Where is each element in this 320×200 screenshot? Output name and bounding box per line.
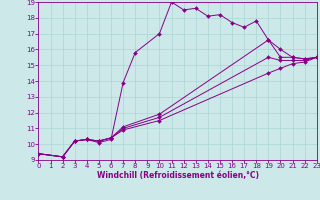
- X-axis label: Windchill (Refroidissement éolien,°C): Windchill (Refroidissement éolien,°C): [97, 171, 259, 180]
